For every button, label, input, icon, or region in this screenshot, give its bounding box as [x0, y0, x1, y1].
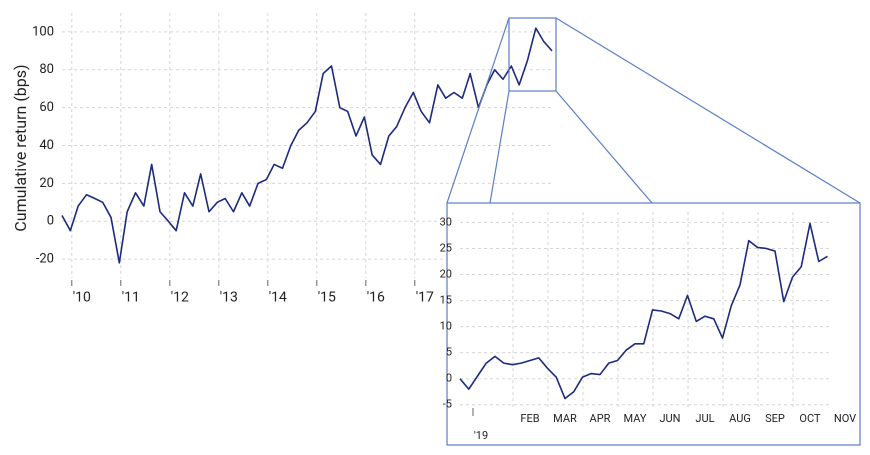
x-tick-label: JUN	[659, 412, 680, 425]
y-tick-label: 100	[32, 24, 54, 39]
x-tick-label: SEP	[765, 412, 785, 425]
x-tick-label: '19	[474, 429, 488, 442]
x-tick-label: AUG	[729, 412, 751, 425]
y-tick-label: 25	[440, 241, 452, 254]
y-tick-label: 40	[39, 138, 54, 153]
x-tick-label: '11	[122, 290, 140, 306]
x-tick-label: '10	[73, 290, 91, 306]
x-tick-label: MAR	[553, 412, 577, 425]
x-tick-label: '14	[269, 290, 287, 306]
x-tick-label: JUL	[695, 412, 714, 425]
y-axis-label: Cumulative return (bps)	[11, 64, 30, 231]
zoom-guides	[446, 17, 861, 204]
x-tick-label: '17	[416, 290, 434, 306]
y-tick-label: 60	[39, 100, 54, 115]
guide-line	[555, 90, 653, 204]
y-tick-label: -20	[36, 252, 54, 267]
zoom-box	[508, 17, 557, 92]
x-tick-label: FEB	[520, 412, 539, 425]
x-tick-label: '13	[220, 290, 238, 306]
x-tick-label: MAY	[624, 412, 647, 425]
inset-panel	[446, 202, 861, 446]
guide-line	[446, 17, 510, 204]
guide-line	[489, 90, 510, 204]
x-tick-label: APR	[590, 412, 611, 425]
y-tick-label: -5	[443, 398, 452, 411]
data-line	[61, 27, 553, 264]
inset-chart: -5 0 5 10 15 20 25 30 '19 FEB MAR APR MAY JUN JUL AUG SE…	[440, 212, 856, 442]
y-tick-label: 10	[440, 320, 452, 333]
x-tick-label: NOV	[834, 412, 856, 425]
x-tick-label: '16	[367, 290, 385, 306]
y-tick-label: 5	[446, 346, 452, 359]
y-tick-label: 80	[39, 62, 54, 77]
y-tick-label: 20	[39, 176, 54, 191]
y-tick-label: 30	[440, 215, 452, 228]
y-tick-label: 0	[47, 214, 54, 229]
guide-line	[555, 17, 861, 204]
y-tick-label: 15	[440, 293, 452, 306]
y-tick-label: 20	[440, 267, 452, 280]
y-tick-label: 0	[446, 372, 452, 385]
x-tick-label: '12	[171, 290, 189, 306]
data-line	[459, 222, 828, 400]
x-tick-label: '15	[318, 290, 336, 306]
x-tick-label: OCT	[799, 412, 821, 425]
